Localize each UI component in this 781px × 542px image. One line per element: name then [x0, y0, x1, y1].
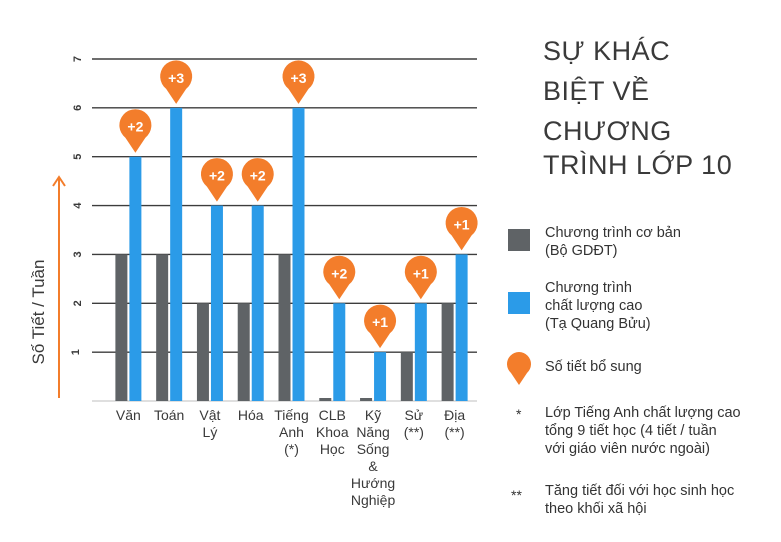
map-pin-icon	[282, 60, 315, 104]
category-label: Lý	[203, 424, 218, 440]
bar-high-quality	[251, 205, 264, 401]
bonus-label: +3	[291, 70, 307, 86]
category-label: Năng	[356, 424, 389, 440]
bonus-pin: +2	[323, 255, 356, 300]
category-label: (**)	[444, 424, 464, 440]
y-tick-label: 2	[72, 300, 84, 306]
category-label: Kỹ	[365, 407, 381, 423]
bar-basic	[115, 254, 128, 401]
bar-high-quality	[170, 107, 183, 401]
bonus-label: +1	[372, 314, 388, 330]
bonus-pins: +2 +3 +2 +2 +3 +2 +1 +1 +1	[119, 60, 478, 349]
category-label: (**)	[404, 424, 424, 440]
y-axis-arrow	[52, 175, 66, 398]
bar-basic	[196, 303, 209, 401]
legend-label-basic: Chương trình cơ bản (Bộ GDĐT)	[545, 225, 681, 259]
bar-high-quality	[129, 156, 142, 401]
y-tick-label: 7	[72, 56, 84, 62]
category-label: Khoa	[316, 424, 349, 440]
bar-high-quality	[210, 205, 223, 401]
map-pin-icon	[445, 206, 478, 251]
bonus-label: +3	[168, 70, 184, 86]
category-label: Anh	[279, 424, 304, 440]
bonus-label: +2	[209, 168, 225, 184]
category-label: Vật	[199, 407, 220, 423]
bonus-label: +1	[413, 265, 429, 281]
category-label: &	[368, 458, 378, 474]
y-tick-label: 5	[72, 154, 84, 160]
title-line: SỰ KHÁC	[543, 36, 671, 66]
bar-basic	[237, 303, 250, 401]
title-line: CHƯƠNG	[543, 116, 672, 146]
bar-high-quality	[292, 107, 305, 401]
map-pin-icon	[323, 255, 356, 300]
category-label: Sử	[404, 407, 423, 423]
map-pin-icon	[507, 352, 531, 385]
category-label: Hóa	[238, 407, 264, 423]
bonus-pin: +2	[241, 158, 274, 202]
category-label: Sống	[357, 441, 390, 457]
note-mark-double: **	[511, 487, 522, 503]
map-pin-icon	[200, 158, 233, 202]
bar-basic	[400, 352, 413, 401]
category-label: Địa	[444, 407, 465, 423]
bonus-pin: +1	[404, 255, 437, 300]
y-axis-label: Số Tiết / Tuần	[29, 260, 48, 365]
bar-basic	[441, 303, 454, 401]
bar-basic	[319, 398, 332, 401]
bars	[115, 107, 468, 401]
y-tick-label: 1	[70, 349, 82, 355]
bonus-pin: +3	[160, 60, 193, 104]
bonus-pin: +1	[445, 206, 478, 251]
bar-basic	[156, 254, 169, 401]
bonus-pin: +2	[200, 158, 233, 202]
note-double: Tăng tiết đối với học sinh học theo khối …	[545, 483, 735, 517]
category-label: Toán	[154, 407, 184, 423]
legend-label-high-quality: Chương trình chất lượng cao (Tạ Quang Bửu)	[545, 280, 651, 332]
bar-high-quality	[374, 352, 387, 401]
category-label: Học	[320, 441, 345, 457]
note-mark-single: *	[516, 406, 522, 422]
bonus-pin: +3	[282, 60, 315, 104]
bonus-pin: +2	[119, 109, 152, 153]
bonus-label: +2	[127, 119, 143, 135]
category-label: Văn	[116, 407, 141, 423]
bonus-label: +1	[454, 216, 470, 232]
title-line: TRÌNH LỚP 10	[543, 150, 733, 180]
category-label: CLB	[319, 407, 346, 423]
legend-swatch-high-quality	[508, 292, 530, 314]
y-tick-label: 6	[72, 105, 84, 111]
bar-basic	[360, 398, 373, 401]
map-pin-icon	[119, 109, 152, 153]
map-pin-icon	[364, 304, 397, 349]
category-label: Nghiệp	[351, 492, 396, 508]
note-single: Lớp Tiếng Anh chất lượng cao tổng 9 tiết …	[545, 405, 741, 457]
category-label: Hướng	[351, 475, 395, 491]
bar-basic	[278, 254, 291, 401]
category-label: Tiếng	[274, 407, 309, 423]
y-tick-label: 4	[72, 202, 84, 209]
bonus-label: +2	[250, 168, 266, 184]
map-pin-icon	[160, 60, 193, 104]
bar-high-quality	[414, 303, 427, 401]
bar-high-quality	[333, 303, 346, 401]
map-pin-icon	[241, 158, 274, 202]
legend-swatch-basic	[508, 229, 530, 251]
bar-high-quality	[455, 254, 468, 401]
category-label: (*)	[284, 441, 299, 457]
y-tick-labels: 1 2 3 4 5 6 7	[70, 56, 84, 355]
title-line: BIỆT VỀ	[543, 76, 650, 106]
bonus-label: +2	[331, 265, 347, 281]
y-tick-label: 3	[72, 251, 84, 257]
bonus-pin: +1	[364, 304, 397, 349]
map-pin-icon	[404, 255, 437, 300]
legend-label-bonus: Số tiết bổ sung	[545, 359, 642, 375]
